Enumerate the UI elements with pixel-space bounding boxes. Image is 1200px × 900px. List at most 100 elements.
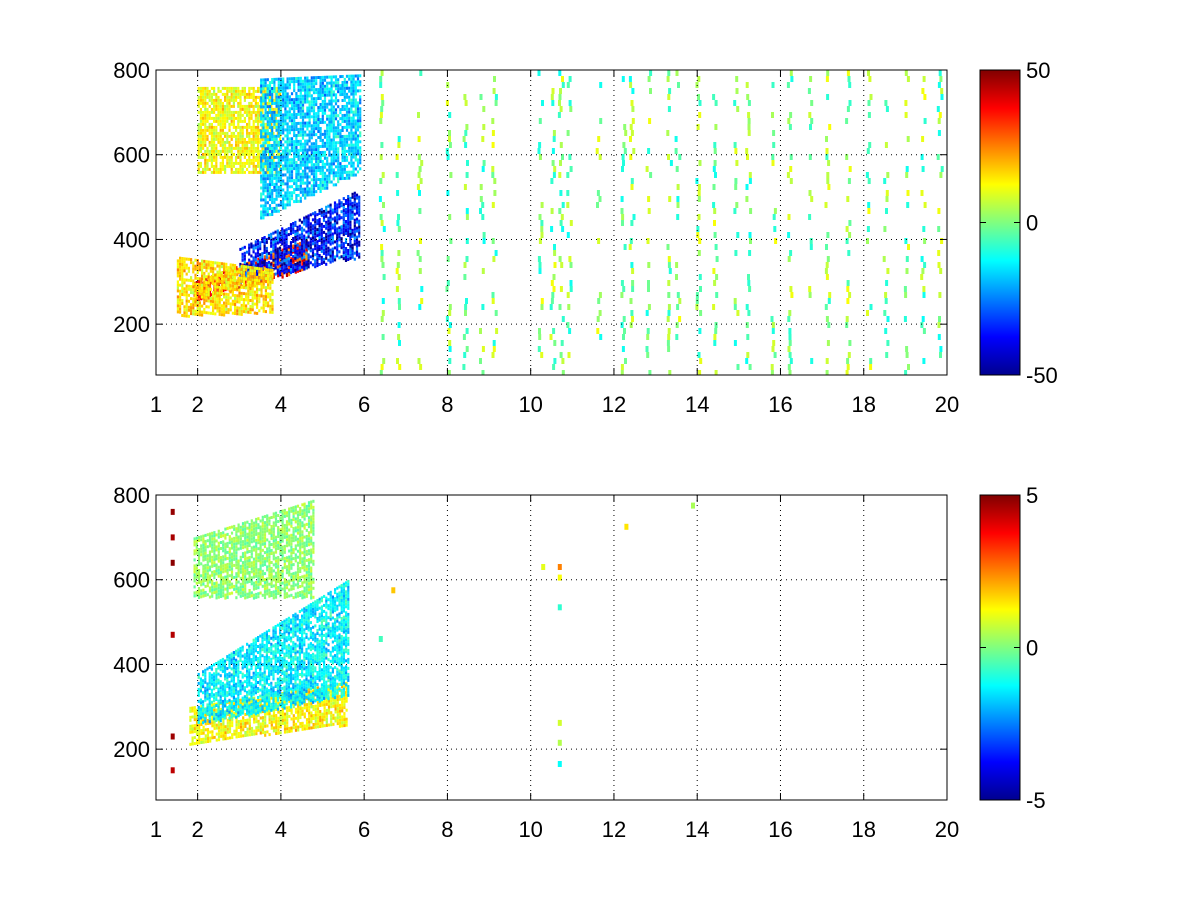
heatmap-cell [229, 281, 232, 285]
heatmap-cell [341, 147, 344, 150]
heatmap-cell [284, 86, 287, 90]
y-tick-label: 200 [113, 312, 150, 337]
heatmap-cell [219, 152, 222, 156]
heatmap-cell [277, 161, 280, 165]
heatmap-cell [277, 158, 280, 162]
heatmap-cell [225, 310, 228, 314]
heatmap-cell [237, 116, 240, 120]
heatmap-cell [176, 259, 179, 263]
heatmap-cell [237, 149, 240, 153]
heatmap-cell [922, 292, 926, 298]
heatmap-cell [344, 241, 348, 244]
heatmap-cell [323, 87, 327, 91]
heatmap-cell [353, 236, 356, 240]
heatmap-cell [254, 119, 257, 123]
heatmap-cell [277, 265, 280, 269]
heatmap-cell [676, 214, 680, 220]
heatmap-cell [332, 141, 335, 145]
heatmap-cell [226, 718, 229, 722]
heatmap-cell [260, 213, 263, 217]
heatmap-cell [213, 101, 216, 105]
heatmap-cell [267, 274, 270, 278]
heatmap-cell [263, 164, 266, 168]
heatmap-cell [277, 134, 280, 138]
top-colorbar: 500-50 [979, 58, 1058, 388]
heatmap-cell [262, 174, 265, 178]
heatmap-cell [189, 727, 192, 731]
heatmap-cell [215, 161, 218, 165]
heatmap-cell [809, 238, 813, 244]
heatmap-cell [697, 76, 701, 82]
heatmap-cell [273, 119, 276, 123]
heatmap-cell [268, 84, 272, 88]
heatmap-cell [322, 251, 326, 255]
heatmap-cell [271, 135, 274, 138]
heatmap-cell [194, 267, 197, 271]
heatmap-cell [259, 280, 262, 284]
heatmap-cell [341, 156, 344, 159]
heatmap-cell [207, 278, 210, 282]
heatmap-cell [207, 299, 210, 303]
heatmap-cell [276, 238, 279, 242]
heatmap-cell [678, 316, 682, 322]
heatmap-cell [356, 137, 360, 141]
heatmap-cell [310, 76, 313, 80]
heatmap-cell [211, 730, 214, 734]
heatmap-cell [257, 119, 260, 123]
heatmap-cell [223, 304, 226, 308]
heatmap-cell [297, 121, 300, 125]
heatmap-cell [252, 98, 255, 102]
heatmap-cell [350, 170, 353, 174]
heatmap-cell [277, 113, 280, 117]
heatmap-cell [237, 152, 240, 156]
heatmap-cell [263, 239, 266, 242]
heatmap-cell [667, 256, 671, 262]
heatmap-cell [275, 125, 278, 129]
heatmap-cell [231, 721, 234, 725]
heatmap-cell [252, 110, 255, 114]
heatmap-cell [270, 122, 273, 126]
heatmap-cell [176, 262, 179, 266]
heatmap-cell [293, 149, 296, 153]
heatmap-cell [321, 120, 324, 124]
heatmap-cell [219, 143, 222, 147]
heatmap-cell [262, 276, 265, 280]
heatmap-cell [187, 305, 190, 309]
heatmap-cell [736, 310, 740, 316]
heatmap-cell [230, 104, 233, 108]
heatmap-cell [342, 203, 345, 207]
heatmap-cell [845, 154, 849, 160]
heatmap-cell [340, 255, 343, 259]
heatmap-cell [223, 292, 226, 296]
heatmap-cell [308, 175, 311, 179]
heatmap-cell [326, 90, 329, 94]
heatmap-cell [464, 310, 467, 316]
heatmap-cell [299, 115, 302, 119]
heatmap-cell [297, 175, 300, 179]
heatmap-cell [326, 102, 329, 106]
heatmap-cell [189, 715, 192, 719]
heatmap-cell [355, 205, 359, 209]
x-tick-label: 8 [441, 392, 453, 417]
heatmap-cell [482, 160, 486, 166]
heatmap-cell [181, 260, 184, 263]
heatmap-cell [447, 370, 451, 375]
heatmap-cell [279, 137, 282, 141]
heatmap-cell [286, 134, 289, 138]
heatmap-cell [212, 276, 215, 280]
heatmap-cell [315, 79, 318, 83]
heatmap-cell [448, 310, 452, 316]
heatmap-cell [179, 289, 182, 293]
heatmap-cell [217, 281, 220, 285]
heatmap-cell [350, 149, 353, 153]
heatmap-cell [352, 164, 355, 168]
heatmap-cell [622, 316, 626, 322]
heatmap-cell [340, 204, 343, 208]
heatmap-cell [260, 288, 263, 292]
heatmap-cell [294, 235, 297, 239]
heatmap-cell [315, 157, 318, 161]
heatmap-cell [923, 262, 927, 268]
heatmap-cell [300, 256, 304, 260]
heatmap-cell [317, 97, 320, 100]
heatmap-cell [349, 214, 352, 218]
